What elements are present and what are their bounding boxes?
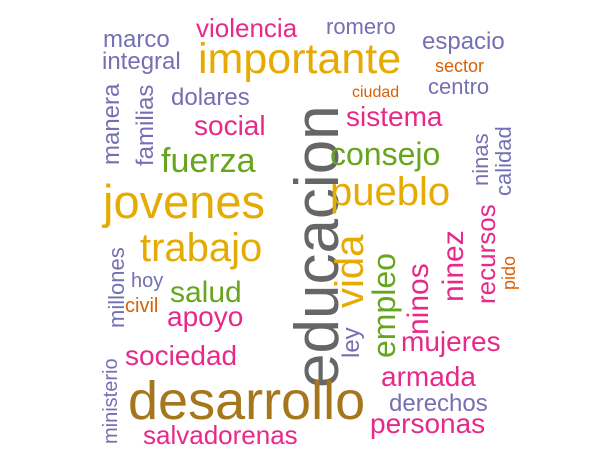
word-personas: personas xyxy=(370,408,486,439)
word-jovenes: jovenes xyxy=(103,175,265,228)
word-empleo: empleo xyxy=(366,253,402,358)
word-salvadorenas: salvadorenas xyxy=(143,420,298,450)
word-romero: romero xyxy=(326,14,396,39)
word-social: social xyxy=(194,110,266,141)
word-pido: pido xyxy=(499,255,519,290)
word-calidad: calidad xyxy=(491,126,516,196)
word-ninas: ninas xyxy=(468,133,493,186)
word-familias: familias xyxy=(132,84,159,166)
word-espacio: espacio xyxy=(422,28,505,55)
word-desarrollo: desarrollo xyxy=(128,371,366,431)
word-ninez: ninez xyxy=(437,230,470,302)
word-vida: vida xyxy=(328,234,372,308)
word-manera: manera xyxy=(98,83,125,165)
word-importante: importante xyxy=(198,35,402,83)
word-trabajo: trabajo xyxy=(140,226,263,270)
word-armada: armada xyxy=(381,361,476,392)
word-pueblo: pueblo xyxy=(330,170,451,214)
word-fuerza: fuerza xyxy=(161,142,256,180)
word-salud: salud xyxy=(170,276,242,309)
word-ministerio: ministerio xyxy=(100,358,122,444)
word-violencia: violencia xyxy=(196,13,298,43)
word-recursos: recursos xyxy=(471,204,501,304)
word-civil: civil xyxy=(125,295,159,317)
word-sistema: sistema xyxy=(346,101,443,132)
word-hoy: hoy xyxy=(131,270,164,292)
word-ninos: ninos xyxy=(402,263,435,335)
word-sector: sector xyxy=(435,56,485,76)
word-consejo: consejo xyxy=(330,136,441,172)
word-ciudad: ciudad xyxy=(352,84,400,101)
word-derechos: derechos xyxy=(389,390,488,417)
word-marco: marco xyxy=(103,26,170,53)
word-dolares: dolares xyxy=(171,84,250,111)
word-mujeres: mujeres xyxy=(401,326,501,357)
word-ley: ley xyxy=(338,327,365,358)
word-apoyo: apoyo xyxy=(167,301,244,332)
word-centro: centro xyxy=(428,74,490,99)
word-integral: integral xyxy=(102,48,181,75)
word-sociedad: sociedad xyxy=(125,340,238,371)
